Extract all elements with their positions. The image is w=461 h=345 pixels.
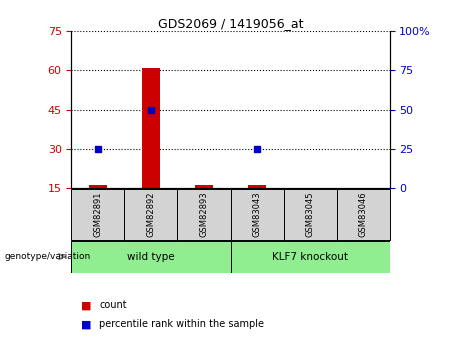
Text: GSM83045: GSM83045	[306, 191, 314, 237]
Text: count: count	[99, 300, 127, 310]
FancyBboxPatch shape	[177, 189, 230, 240]
Title: GDS2069 / 1419056_at: GDS2069 / 1419056_at	[158, 17, 303, 30]
Bar	[248, 185, 266, 188]
FancyBboxPatch shape	[230, 189, 284, 240]
Text: genotype/variation: genotype/variation	[5, 252, 91, 261]
FancyBboxPatch shape	[71, 241, 230, 273]
Text: percentile rank within the sample: percentile rank within the sample	[99, 319, 264, 329]
Text: GSM82891: GSM82891	[94, 191, 102, 237]
Text: GSM83043: GSM83043	[253, 191, 261, 237]
Bar	[195, 185, 213, 188]
Text: GSM83046: GSM83046	[359, 191, 367, 237]
FancyBboxPatch shape	[337, 189, 390, 240]
FancyBboxPatch shape	[284, 189, 337, 240]
Text: KLF7 knockout: KLF7 knockout	[272, 252, 348, 262]
Text: ■: ■	[81, 319, 95, 329]
Text: wild type: wild type	[127, 252, 175, 262]
Text: ■: ■	[81, 300, 95, 310]
Text: GSM82893: GSM82893	[200, 191, 208, 237]
FancyBboxPatch shape	[71, 189, 124, 240]
Bar	[142, 68, 160, 188]
FancyBboxPatch shape	[124, 189, 177, 240]
FancyBboxPatch shape	[230, 241, 390, 273]
Text: GSM82892: GSM82892	[147, 191, 155, 237]
Bar	[89, 185, 107, 188]
